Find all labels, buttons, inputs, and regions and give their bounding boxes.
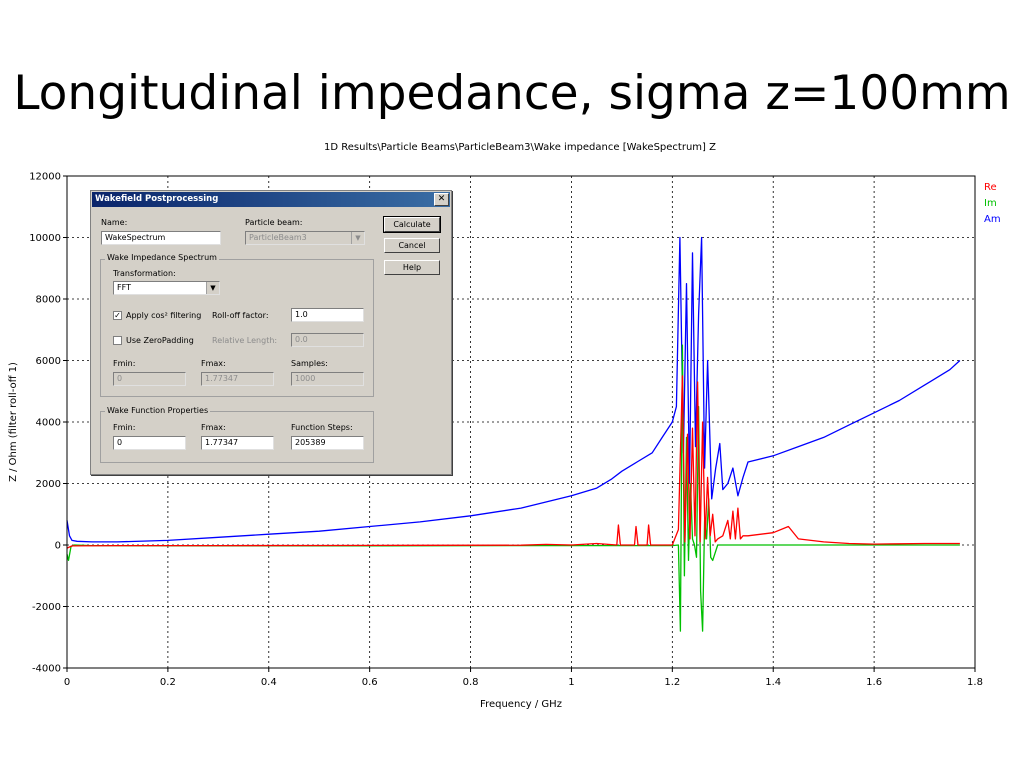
wake-function-properties-group: [100, 411, 374, 463]
x-axis-ticks: 0 0.2 0.4 0.6 0.8 1 1.2 1.4 1.6 1.8: [64, 668, 983, 688]
y-tick-label: 10000: [29, 233, 61, 244]
cancel-button[interactable]: Cancel: [384, 238, 440, 253]
chart-legend: Re Im Am: [984, 182, 1001, 225]
zeropad-label: Use ZeroPadding: [126, 336, 194, 345]
name-field[interactable]: WakeSpectrum: [101, 231, 221, 245]
function-steps-label: Function Steps:: [291, 423, 353, 432]
x-tick-label: 0.6: [362, 677, 378, 688]
wake-function-properties-title: Wake Function Properties: [105, 406, 211, 415]
legend-entry-re: Re: [984, 182, 997, 193]
name-label: Name:: [101, 218, 128, 227]
x-tick-label: 0.8: [463, 677, 479, 688]
wake-impedance-spectrum-title: Wake Impedance Spectrum: [105, 253, 219, 262]
chart-series: [66, 236, 961, 632]
transformation-value: FFT: [117, 283, 131, 292]
cos-filter-checkbox[interactable]: ✓: [113, 311, 122, 320]
particle-beam-select[interactable]: ParticleBeam3 ▼: [245, 231, 365, 245]
help-button[interactable]: Help: [384, 260, 440, 275]
spectrum-fmax-field[interactable]: 1.77347: [201, 372, 274, 386]
function-steps-field: 205389: [291, 436, 364, 450]
y-tick-label: -2000: [32, 602, 61, 613]
legend-entry-am: Am: [984, 214, 1001, 225]
x-tick-label: 0.4: [261, 677, 277, 688]
wake-fmax-label: Fmax:: [201, 423, 226, 432]
chevron-down-icon: ▼: [206, 282, 219, 294]
dialog-title: Wakefield Postprocessing: [95, 194, 219, 204]
spectrum-fmin-field[interactable]: 0: [113, 372, 186, 386]
calculate-button[interactable]: Calculate: [383, 216, 441, 233]
series-line-re: [66, 375, 960, 549]
y-tick-label: 6000: [36, 356, 61, 367]
y-axis-label: Z / Ohm (filter roll-off 1): [8, 362, 19, 482]
series-line-am: [66, 236, 961, 543]
x-tick-label: 1.8: [967, 677, 983, 688]
wake-fmin-field: 0: [113, 436, 186, 450]
rolloff-label: Roll-off factor:: [212, 311, 269, 320]
chevron-down-icon: ▼: [351, 232, 364, 244]
wake-impedance-spectrum-group: [100, 259, 374, 397]
close-icon[interactable]: ✕: [434, 193, 449, 206]
samples-label: Samples:: [291, 359, 328, 368]
wakefield-postprocessing-dialog: Wakefield Postprocessing ✕ Name: WakeSpe…: [90, 190, 452, 475]
transformation-select[interactable]: FFT ▼: [113, 281, 220, 295]
chart-title: 1D Results\Particle Beams\ParticleBeam3\…: [324, 142, 716, 153]
slide-title: Longitudinal impedance, sigma z=100mm: [13, 66, 1011, 121]
y-tick-label: 2000: [36, 479, 61, 490]
x-axis-label: Frequency / GHz: [480, 699, 562, 710]
cos-filter-label: Apply cos² filtering: [126, 311, 202, 320]
y-tick-label: -4000: [32, 664, 61, 675]
y-tick-label: 4000: [36, 418, 61, 429]
particle-beam-value: ParticleBeam3: [249, 233, 307, 242]
wake-fmax-field: 1.77347: [201, 436, 274, 450]
transformation-label: Transformation:: [113, 269, 176, 278]
dialog-titlebar: Wakefield Postprocessing: [92, 192, 450, 207]
spectrum-fmax-label: Fmax:: [201, 359, 226, 368]
rolloff-field[interactable]: 1.0: [291, 308, 364, 322]
spectrum-fmin-label: Fmin:: [113, 359, 136, 368]
x-tick-label: 1.2: [664, 677, 680, 688]
x-tick-label: 1.6: [866, 677, 882, 688]
y-tick-label: 8000: [36, 295, 61, 306]
samples-field[interactable]: 1000: [291, 372, 364, 386]
x-tick-label: 0.2: [160, 677, 176, 688]
relative-length-label: Relative Length:: [212, 336, 278, 345]
legend-entry-im: Im: [984, 198, 997, 209]
wake-fmin-label: Fmin:: [113, 423, 136, 432]
y-tick-label: 12000: [29, 172, 61, 183]
zeropad-checkbox[interactable]: [113, 336, 122, 345]
y-axis-ticks: -4000 -2000 0 2000 4000 6000 8000 10000 12000: [29, 172, 67, 675]
relative-length-field[interactable]: 0.0: [291, 333, 364, 347]
x-tick-label: 0: [64, 677, 70, 688]
particle-beam-label: Particle beam:: [245, 218, 303, 227]
x-tick-label: 1.4: [765, 677, 781, 688]
x-tick-label: 1: [568, 677, 574, 688]
y-tick-label: 0: [55, 541, 61, 552]
